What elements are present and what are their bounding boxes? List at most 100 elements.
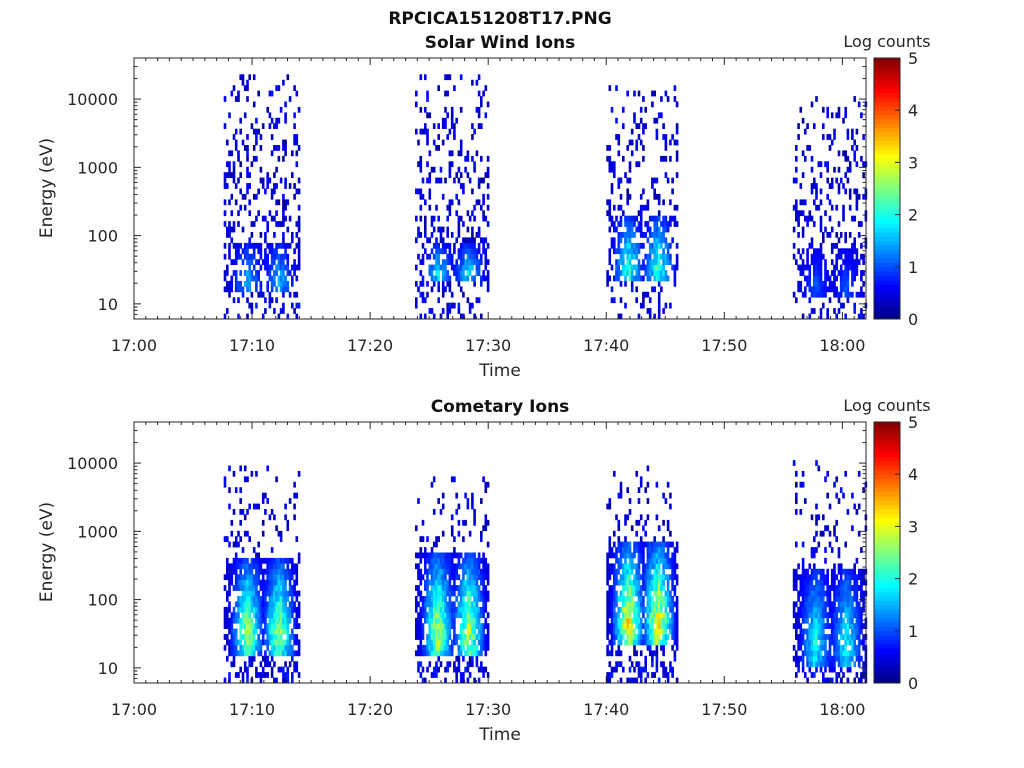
heatmap-cell	[655, 248, 659, 255]
heatmap-cell	[432, 215, 436, 222]
heatmap-cell	[462, 563, 465, 570]
heatmap-cell	[241, 634, 245, 640]
heatmap-cell	[664, 253, 668, 260]
heatmap-cell	[471, 601, 474, 608]
heatmap-cell	[275, 297, 278, 304]
heatmap-cell	[473, 253, 476, 260]
heatmap-cell	[653, 628, 656, 635]
heatmap-cell	[264, 585, 267, 591]
heatmap-cell	[462, 221, 465, 227]
heatmap-cell	[653, 612, 656, 619]
heatmap-cell	[624, 232, 627, 238]
heatmap-cell	[675, 617, 679, 624]
heatmap-cell	[415, 606, 418, 613]
heatmap-cell	[282, 557, 285, 564]
heatmap-cell	[648, 612, 652, 619]
heatmap-cell	[284, 617, 287, 624]
heatmap-cell	[819, 606, 823, 613]
heatmap-cell	[277, 574, 281, 581]
heatmap-cell	[635, 568, 638, 575]
heatmap-cell	[437, 552, 440, 559]
heatmap-cell	[848, 623, 852, 629]
heatmap-cell	[419, 193, 423, 200]
heatmap-cell	[270, 596, 274, 602]
heatmap-cell	[835, 286, 838, 293]
colorbar-segment	[874, 223, 900, 229]
heatmap-cell	[426, 639, 429, 646]
heatmap-cell	[450, 112, 454, 119]
heatmap-cell	[444, 623, 447, 629]
heatmap-cell	[862, 172, 865, 178]
heatmap-cell	[801, 226, 805, 233]
heatmap-cell	[660, 579, 663, 586]
heatmap-cell	[473, 128, 476, 135]
heatmap-cell	[459, 270, 463, 276]
heatmap-cell	[471, 606, 474, 613]
heatmap-cell	[255, 617, 258, 624]
heatmap-cell	[624, 617, 627, 624]
heatmap-cell	[268, 590, 272, 597]
heatmap-cell	[851, 259, 854, 265]
heatmap-cell	[637, 498, 641, 504]
heatmap-cell	[839, 579, 843, 586]
x-tick-label: 17:40	[583, 336, 629, 355]
heatmap-cell	[257, 128, 260, 135]
heatmap-cell	[441, 308, 445, 314]
heatmap-cell	[457, 574, 461, 581]
heatmap-cell	[815, 661, 818, 668]
heatmap-cell	[286, 617, 290, 624]
heatmap-cell	[419, 639, 423, 646]
heatmap-cell	[669, 661, 672, 668]
heatmap-cell	[295, 666, 299, 673]
heatmap-cell	[246, 155, 249, 162]
heatmap-cell	[653, 242, 656, 249]
heatmap-cell	[808, 286, 812, 293]
heatmap-cell	[628, 590, 632, 597]
heatmap-cell	[430, 270, 434, 276]
heatmap-cell	[644, 519, 647, 526]
colorbar-label: Log counts	[843, 32, 930, 51]
heatmap-cell	[608, 161, 612, 168]
heatmap-cell	[477, 568, 481, 575]
heatmap-cell	[657, 541, 661, 548]
heatmap-cell	[675, 259, 679, 265]
heatmap-cell	[468, 264, 472, 271]
heatmap-cell	[275, 525, 278, 532]
heatmap-cell	[655, 264, 659, 271]
heatmap-cell	[459, 628, 463, 635]
heatmap-cell	[848, 579, 852, 586]
heatmap-cell	[646, 574, 650, 581]
heatmap-cell	[473, 237, 476, 244]
heatmap-cell	[295, 275, 299, 282]
heatmap-cell	[441, 248, 445, 255]
heatmap-cell	[808, 264, 812, 271]
heatmap-cell	[662, 579, 665, 586]
heatmap-cell	[471, 574, 474, 581]
heatmap-cell	[662, 644, 665, 651]
heatmap-cell	[815, 650, 818, 657]
heatmap-cell	[241, 509, 245, 515]
heatmap-cell	[482, 210, 485, 217]
heatmap-cell	[799, 634, 803, 640]
heatmap-cell	[455, 117, 458, 124]
heatmap-cell	[635, 677, 638, 684]
heatmap-cell	[230, 226, 234, 233]
heatmap-cell	[246, 579, 249, 586]
heatmap-cell	[644, 623, 647, 629]
heatmap-cell	[615, 264, 618, 271]
heatmap-cell	[482, 177, 485, 184]
heatmap-cell	[615, 226, 618, 233]
heatmap-cell	[817, 275, 821, 282]
heatmap-cell	[486, 623, 490, 629]
heatmap-cell	[606, 275, 609, 282]
heatmap-cell	[833, 601, 836, 608]
colorbar-segment	[874, 101, 900, 107]
heatmap-cell	[608, 215, 612, 222]
heatmap-cell	[801, 172, 805, 178]
heatmap-cell	[635, 574, 638, 581]
heatmap-cell	[282, 139, 285, 146]
heatmap-cell	[810, 606, 814, 613]
heatmap-cell	[644, 568, 647, 575]
heatmap-cell	[297, 145, 301, 151]
heatmap-cell	[630, 264, 634, 271]
